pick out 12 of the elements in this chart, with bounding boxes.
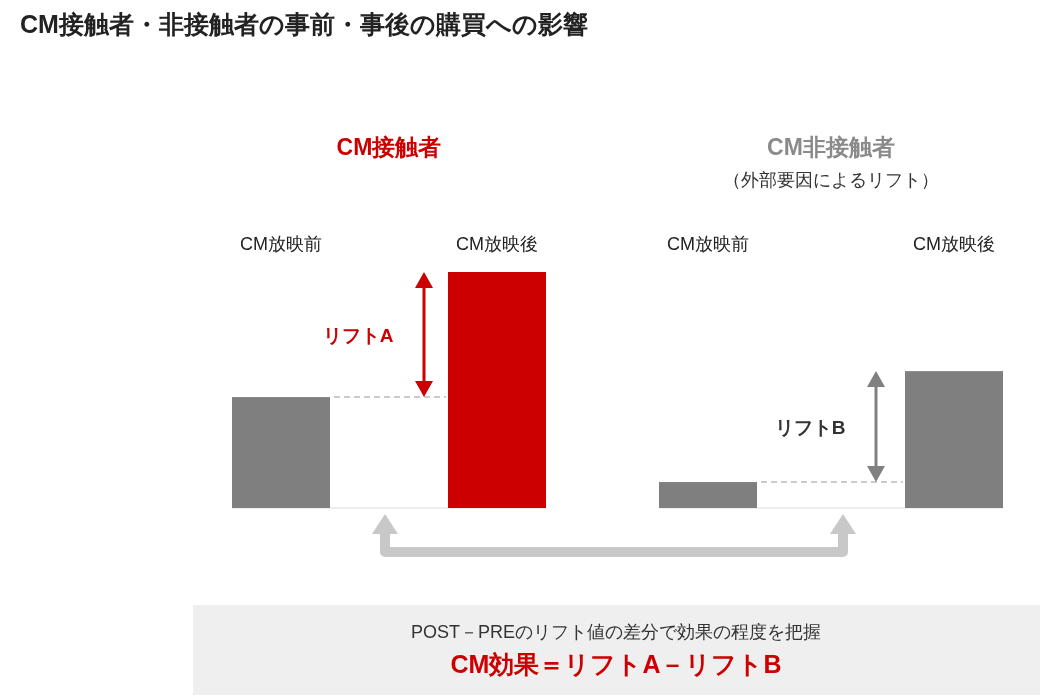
x-tick-label: CM放映後 [913, 234, 995, 254]
annotation: リフトB [774, 417, 846, 438]
text: CM効果＝リフトA－リフトB [450, 650, 782, 678]
text: （外部要因によるリフト） [723, 170, 939, 190]
text: CM接触者 [336, 134, 442, 160]
chart-title: CM接触者・非接触者の事前・事後の購買への影響 [20, 10, 588, 38]
text: POST－PREのリフト値の差分で効果の程度を把握 [410, 622, 822, 642]
text: CM非接触者 [767, 134, 895, 160]
x-tick-label: CM放映前 [240, 234, 322, 254]
x-tick-label: CM放映後 [456, 234, 538, 254]
x-tick-label: CM放映前 [667, 234, 749, 254]
annotation: リフトA [322, 325, 394, 346]
